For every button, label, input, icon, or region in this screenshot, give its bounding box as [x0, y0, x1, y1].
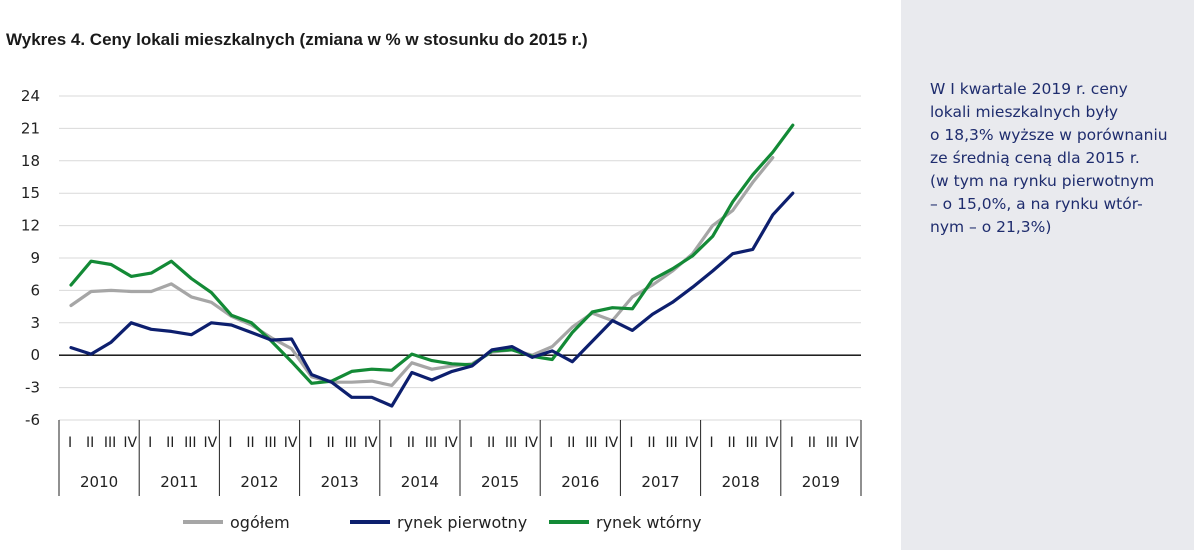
y-tick-label: 15 [21, 184, 40, 202]
quarter-label: II [487, 435, 495, 451]
series-line-rynek-wtorny [69, 123, 795, 385]
quarter-label: II [567, 435, 575, 451]
quarter-label: IV [284, 435, 298, 451]
commentary-line: – o 15,0%, a na rynku wtór- [930, 195, 1143, 213]
y-tick-label: 21 [21, 119, 40, 137]
commentary-panel: W I kwartale 2019 r. ceny lokali mieszka… [901, 0, 1194, 550]
series-line-ogolem [69, 156, 775, 387]
quarter-label: I [309, 435, 313, 451]
quarter-label: I [389, 435, 393, 451]
quarter-label: IV [845, 435, 859, 451]
y-tick-label: 9 [30, 249, 40, 267]
quarter-label: III [826, 435, 838, 451]
quarter-label: III [665, 435, 677, 451]
year-label: 2016 [561, 473, 599, 491]
y-tick-label: 3 [30, 314, 40, 332]
quarter-label: II [647, 435, 655, 451]
quarter-label: III [184, 435, 196, 451]
quarter-label: I [469, 435, 473, 451]
y-tick-label: 24 [21, 87, 40, 105]
quarter-label: I [148, 435, 152, 451]
year-label: 2011 [160, 473, 198, 491]
gridlines [59, 95, 861, 421]
commentary-line: W I kwartale 2019 r. ceny [930, 80, 1128, 98]
commentary-text: W I kwartale 2019 r. ceny lokali mieszka… [930, 78, 1192, 239]
y-axis: 24 21 18 15 12 9 6 3 0 -3 -6 [21, 87, 40, 429]
quarter-label: IV [123, 435, 137, 451]
y-tick-label: 12 [21, 217, 40, 235]
year-label: 2014 [401, 473, 439, 491]
quarter-label: III [104, 435, 116, 451]
legend: ogółem rynek pierwotny rynek wtórny [183, 513, 701, 532]
year-label: 2012 [240, 473, 278, 491]
commentary-line: lokali mieszkalnych były [930, 103, 1119, 121]
quarter-label: IV [524, 435, 538, 451]
quarter-label: I [790, 435, 794, 451]
legend-label: rynek pierwotny [397, 513, 527, 532]
quarter-label: III [345, 435, 357, 451]
quarter-label: IV [765, 435, 779, 451]
quarter-label: III [425, 435, 437, 451]
series-lines [69, 123, 795, 408]
legend-label: ogółem [230, 513, 290, 532]
y-tick-label: -6 [25, 411, 40, 429]
commentary-line: o 18,3% wyższe w porównaniu [930, 126, 1168, 144]
year-label: 2017 [641, 473, 679, 491]
quarter-label: II [808, 435, 816, 451]
quarter-label: II [86, 435, 94, 451]
quarter-label: III [746, 435, 758, 451]
quarter-label: III [264, 435, 276, 451]
series-line-rynek-pierwotny [69, 191, 795, 408]
quarter-label: II [728, 435, 736, 451]
quarter-label: IV [364, 435, 378, 451]
quarter-label: I [710, 435, 714, 451]
year-label: 2018 [722, 473, 760, 491]
quarter-label: II [327, 435, 335, 451]
commentary-line: (w tym na rynku pierwotnym [930, 172, 1155, 190]
quarter-label: IV [444, 435, 458, 451]
quarter-label: I [228, 435, 232, 451]
quarter-label: I [68, 435, 72, 451]
year-label: 2013 [321, 473, 359, 491]
y-tick-label: 6 [30, 281, 40, 299]
chart-title: Wykres 4. Ceny lokali mieszkalnych (zmia… [6, 30, 588, 49]
quarter-label: III [505, 435, 517, 451]
quarter-label: IV [685, 435, 699, 451]
quarter-label: I [549, 435, 553, 451]
quarter-label: IV [204, 435, 218, 451]
year-label: 2019 [802, 473, 840, 491]
quarter-label: II [166, 435, 174, 451]
year-label: 2010 [80, 473, 118, 491]
year-label: 2015 [481, 473, 519, 491]
commentary-line: ze średnią ceną dla 2015 r. [930, 149, 1140, 167]
quarter-label: II [407, 435, 415, 451]
y-tick-label: 18 [21, 152, 40, 170]
y-tick-label: 0 [30, 346, 40, 364]
quarter-label: II [246, 435, 254, 451]
legend-label: rynek wtórny [596, 513, 701, 532]
quarter-label: IV [605, 435, 619, 451]
y-tick-label: -3 [25, 379, 40, 397]
commentary-line: nym – o 21,3%) [930, 218, 1052, 236]
quarter-label: III [585, 435, 597, 451]
quarter-label: I [629, 435, 633, 451]
